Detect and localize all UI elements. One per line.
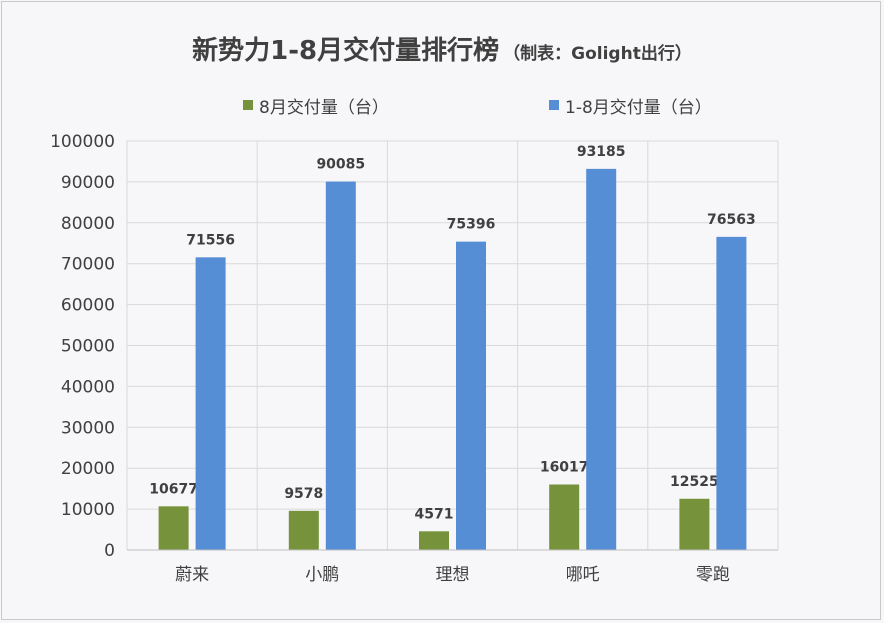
y-tick-label: 60000 [61, 296, 115, 316]
data-label: 4571 [415, 506, 454, 522]
x-tick-label: 小鹏 [305, 565, 339, 585]
y-tick-label: 50000 [61, 337, 115, 357]
y-tick-label: 70000 [61, 255, 115, 275]
data-label: 71556 [186, 232, 235, 248]
data-label: 76563 [707, 212, 756, 228]
x-tick-label: 蔚来 [175, 565, 209, 585]
bar-monthly [419, 531, 449, 550]
x-tick-label: 哪吒 [566, 565, 600, 585]
y-tick-label: 0 [104, 541, 115, 561]
y-tick-label: 20000 [61, 459, 115, 479]
data-label: 75396 [447, 217, 496, 233]
legend-swatch-cumulative [549, 100, 559, 110]
data-label: 90085 [316, 157, 365, 173]
data-label: 12525 [670, 474, 719, 490]
y-tick-label: 90000 [61, 173, 115, 193]
bar-cumulative [716, 236, 747, 550]
legend-swatch-monthly [243, 100, 253, 110]
bar-cumulative [195, 257, 226, 550]
legend-label-monthly: 8月交付量（台） [259, 97, 389, 118]
bar-monthly [679, 498, 710, 550]
data-label: 93185 [577, 144, 626, 160]
bar-cumulative [456, 241, 486, 550]
legend-item-cumulative: 1-8月交付量（台） [549, 95, 712, 118]
chart-title: 新势力1-8月交付量排行榜 [192, 36, 500, 66]
chart-title-block: 新势力1-8月交付量排行榜 （制表：Golight出行） [0, 30, 884, 67]
x-tick-label: 理想 [436, 565, 470, 585]
bar-cumulative [325, 181, 356, 550]
legend-label-cumulative: 1-8月交付量（台） [565, 97, 712, 118]
y-tick-label: 40000 [61, 377, 115, 397]
data-label: 16017 [540, 459, 589, 475]
data-label: 9578 [284, 486, 323, 502]
bar-cumulative [586, 168, 617, 550]
legend-item-monthly: 8月交付量（台） [243, 95, 389, 118]
bar-monthly [549, 484, 580, 550]
bar-monthly [158, 506, 189, 550]
y-tick-label: 10000 [61, 500, 115, 520]
chart-subtitle: （制表：Golight出行） [503, 44, 692, 64]
y-tick-label: 30000 [61, 418, 115, 438]
x-tick-label: 零跑 [696, 565, 730, 585]
chart-legend: 8月交付量（台） 1-8月交付量（台） [0, 95, 884, 118]
data-label: 10677 [149, 481, 198, 497]
y-tick-label: 100000 [50, 132, 115, 152]
y-tick-label: 80000 [61, 214, 115, 234]
bar-monthly [288, 510, 319, 550]
